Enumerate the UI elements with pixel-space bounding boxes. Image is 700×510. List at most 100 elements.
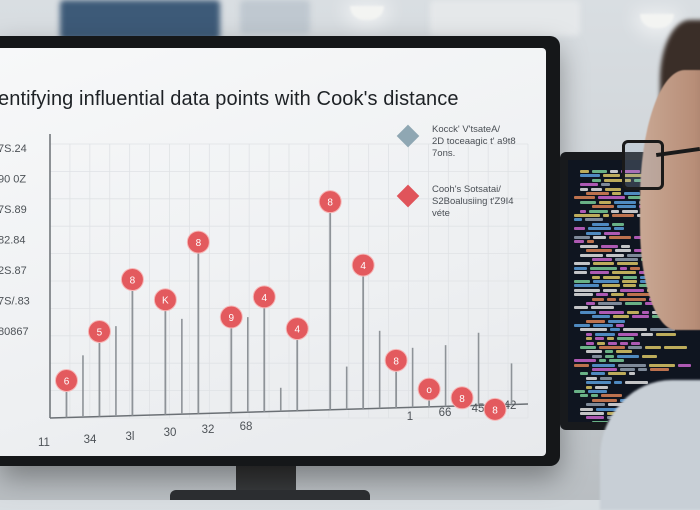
code-line [586,416,605,420]
code-line [627,196,644,200]
code-line [590,187,602,191]
code-line [606,253,625,257]
x-tick-label: 34 [84,434,97,446]
code-line [599,346,625,349]
code-line [587,240,594,244]
code-line [608,372,626,376]
code-line [600,394,623,398]
code-line [597,302,622,305]
code-line [615,258,638,261]
code-line [663,346,687,349]
code-line [605,354,614,358]
code-line [574,293,593,297]
code-line [574,236,590,239]
code-line [586,403,605,407]
data-point-label: 5 [97,327,103,338]
data-point-label: o [426,385,432,396]
code-line [595,407,623,411]
x-tick-label: 1 [407,411,413,423]
code-line [622,209,639,213]
code-line [580,200,596,204]
code-line [580,407,593,411]
code-line [631,341,640,345]
code-line [613,200,637,204]
y-tick-label: 90 0Z [0,174,26,186]
code-line [642,354,658,358]
code-line [650,328,675,332]
code-line [621,244,631,248]
code-line [586,302,595,305]
data-point-label: 8 [492,405,498,416]
code-line [586,350,603,354]
ceiling-lamp [350,6,384,20]
code-line [595,332,615,336]
code-line [619,288,644,292]
code-line [611,271,637,275]
code-line [592,315,610,319]
y-tick-label: 80867 [0,326,29,338]
code-line [602,275,620,279]
code-line [623,174,645,178]
code-line [580,328,608,332]
code-line [627,310,639,314]
code-line [574,227,586,231]
code-line [651,315,664,319]
data-point-label: 4 [360,261,366,272]
data-point [318,190,342,214]
code-line [614,249,632,253]
code-line [574,196,595,200]
code-line [611,192,621,195]
code-line [580,310,596,314]
code-line [586,319,605,323]
background-window-left [60,0,220,40]
x-tick-label: 3l [126,431,135,443]
code-line [618,297,647,301]
code-line [616,350,632,354]
code-line [592,236,607,239]
code-line [640,332,654,336]
code-line [595,337,604,341]
code-line [589,209,609,213]
code-line [641,310,649,314]
code-line [580,174,601,178]
code-line [623,192,640,195]
code-line [598,310,625,314]
code-line [627,253,648,257]
code-line [588,227,612,231]
code-line [592,258,613,261]
code-line [601,183,611,187]
code-line [617,332,638,336]
data-point-label: 4 [294,325,300,336]
code-line [625,381,648,385]
code-line [617,205,636,209]
legend-text-line: S2Boalusiing t'Z9I4 [432,196,514,207]
code-line [574,359,596,363]
data-point-label: K [162,296,169,307]
y-tick-label: 82.84 [0,235,26,247]
code-line [595,385,608,389]
code-line [603,178,631,182]
code-line [591,394,598,398]
code-line [593,280,619,283]
legend-item: Kocck' V'tsateA/ 2D toceaagic t' a9t8 7o… [396,124,540,184]
code-line [607,341,617,345]
code-line [628,372,635,376]
code-line [611,222,624,226]
code-line [586,231,601,235]
code-line [611,293,625,297]
data-point [153,288,177,312]
code-line [619,341,629,345]
code-line [618,363,646,367]
x-tick-label: 66 [439,407,452,419]
code-line [632,315,649,319]
code-line [627,293,654,297]
data-point-label: 8 [393,356,399,367]
chart-legend: Kocck' V'tsateA/ 2D toceaagic t' a9t8 7o… [396,124,540,244]
legend-item: Cooh's Sotsatai/ S2Boalusiing t'Z9I4 vét… [396,184,540,244]
data-point [252,285,276,309]
monitor-screen: entifying influential data points with C… [0,48,546,456]
x-tick-label: 68 [240,421,253,433]
code-line [580,253,604,257]
code-line [580,187,588,191]
code-line [606,337,615,341]
